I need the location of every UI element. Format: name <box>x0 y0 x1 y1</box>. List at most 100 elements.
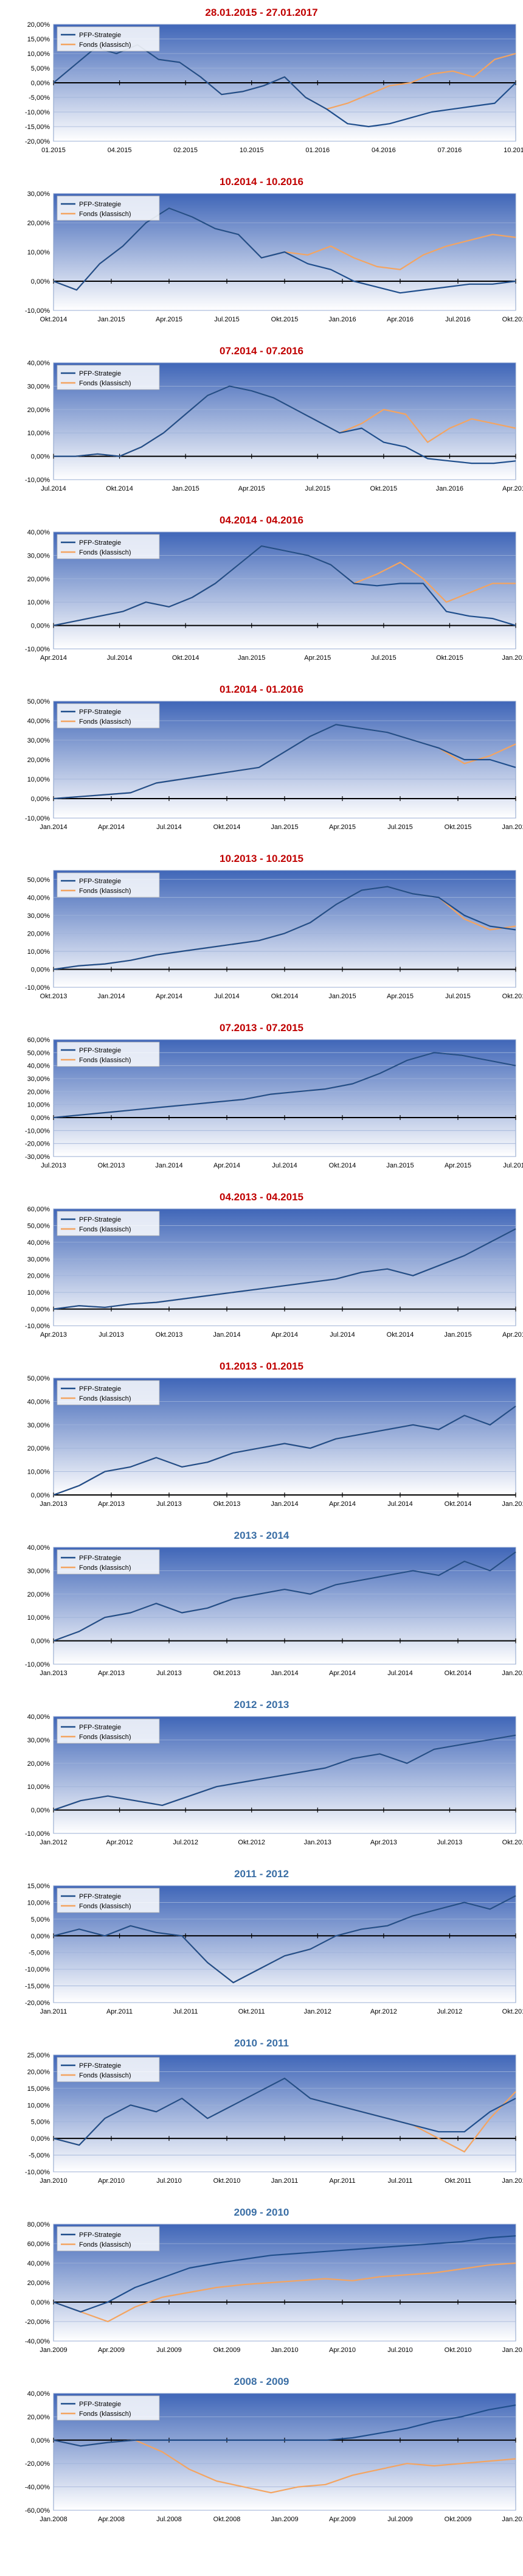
x-tick-label: Jul.2012 <box>173 1839 198 1846</box>
x-tick-label: Jan.2014 <box>213 1331 240 1339</box>
y-tick-label: 10,00% <box>27 1899 50 1906</box>
x-tick-label: Jan.2013 <box>40 1500 67 1508</box>
x-tick-label: Jan.2015 <box>444 1331 471 1339</box>
y-tick-label: 0,00% <box>31 278 50 285</box>
x-tick-label: 01.2015 <box>41 147 66 154</box>
x-tick-label: Okt.2015 <box>370 485 398 492</box>
x-tick-label: Apr.2010 <box>98 2177 125 2185</box>
series-line-strategy <box>53 2077 516 2146</box>
y-tick-label: 10,00% <box>27 1469 50 1476</box>
legend-box <box>57 2395 160 2421</box>
series-line-strategy <box>53 1405 516 1496</box>
legend: PFP-Strategie Fonds (klassisch) <box>57 1211 160 1236</box>
y-tick-label: -10,00% <box>25 1661 50 1668</box>
line-chart: 2010 - 2011 25,00% 20,00% 15,00% 10,00% 5,00%… <box>25 2037 523 2185</box>
y-tick-label: 20,00% <box>27 757 50 764</box>
x-tick-label: Okt.2009 <box>213 2347 241 2354</box>
legend-label: Fonds (klassisch) <box>79 887 131 895</box>
x-tick-label: Jan.2008 <box>40 2516 67 2523</box>
x-tick-label: Apr.2013 <box>370 1839 397 1846</box>
y-tick-label: 20,00% <box>27 1760 50 1768</box>
legend-label: PFP-Strategie <box>79 1047 121 1054</box>
legend-box <box>57 534 160 559</box>
legend-label: PFP-Strategie <box>79 2401 121 2408</box>
chart-panel: 28.01.2015 - 27.01.2017 20,00% 15,00% 10,00… <box>0 2 523 163</box>
x-tick-label: Jan.2015 <box>328 993 356 1000</box>
x-tick-label: Okt.2013 <box>40 993 68 1000</box>
x-tick-label: Jan.2011 <box>271 2177 298 2185</box>
y-tick-label: 40,00% <box>27 1239 50 1247</box>
x-tick-label: Jan.2009 <box>40 2347 67 2354</box>
legend-box <box>57 1549 160 1575</box>
x-tick-label: 07.2016 <box>438 147 462 154</box>
legend-label: PFP-Strategie <box>79 201 121 208</box>
x-tick-label: Okt.2014 <box>445 1500 472 1508</box>
x-tick-label: Apr.2015 <box>156 316 182 323</box>
x-tick-label: Jul.2015 <box>445 993 471 1000</box>
x-tick-label: Jul.2015 <box>387 824 413 831</box>
y-tick-label: -10,00% <box>25 646 50 653</box>
x-tick-label: Jan.2012 <box>502 2177 523 2185</box>
y-tick-label: -5,00% <box>29 1950 50 1957</box>
x-tick-label: Apr.2013 <box>98 1500 125 1508</box>
x-tick-label: Apr.2013 <box>98 1670 125 1677</box>
y-tick-label: 20,00% <box>27 220 50 227</box>
legend: PFP-Strategie Fonds (klassisch) <box>57 1888 160 1913</box>
y-tick-label: 30,00% <box>27 1737 50 1744</box>
x-tick-label: Jan.2014 <box>271 1670 298 1677</box>
x-tick-label: Jan.2012 <box>304 2008 331 2015</box>
x-tick-label: Apr.2012 <box>370 2008 397 2015</box>
x-tick-label: Jan.2016 <box>502 824 523 831</box>
y-tick-label: 10,00% <box>27 776 50 783</box>
y-tick-label: 5,00% <box>31 65 50 72</box>
line-chart: 2008 - 2009 40,00% 20,00% 0,00% -20,00% -40,0… <box>25 2376 523 2523</box>
y-tick-label: 40,00% <box>27 1713 50 1721</box>
chart-panel: 10.2013 - 10.2015 50,00% 40,00% 30,00% 20,00… <box>0 849 523 1009</box>
x-tick-label: Okt.2008 <box>213 2516 241 2523</box>
series-line-strategy <box>53 1052 516 1119</box>
x-tick-label: Apr.2009 <box>329 2516 356 2523</box>
y-tick-label: -20,00% <box>25 138 50 145</box>
chart-title: 04.2014 - 04.2016 <box>220 514 303 526</box>
x-tick-label: Jul.2015 <box>371 654 397 662</box>
legend-label: Fonds (klassisch) <box>79 2072 131 2079</box>
y-tick-label: 0,00% <box>31 453 50 461</box>
y-tick-label: -10,00% <box>25 1830 50 1838</box>
x-tick-label: Okt.2013 <box>213 1670 241 1677</box>
y-tick-label: 0,00% <box>31 1492 50 1499</box>
legend-label: Fonds (klassisch) <box>79 1564 131 1572</box>
y-tick-label: -10,00% <box>25 109 50 116</box>
legend-label: Fonds (klassisch) <box>79 1734 131 1741</box>
y-tick-label: -40,00% <box>25 2338 50 2345</box>
chart-panel: 2008 - 2009 40,00% 20,00% 0,00% -20,00% -40,0… <box>0 2371 523 2532</box>
chart-panel: 07.2014 - 07.2016 40,00% 30,00% 20,00% 10,00… <box>0 341 523 502</box>
x-tick-label: Jul.2011 <box>388 2177 413 2185</box>
x-tick-label: Okt.2012 <box>502 2008 523 2015</box>
x-tick-label: 10.2016 <box>504 147 523 154</box>
legend-label: Fonds (klassisch) <box>79 41 131 49</box>
x-tick-label: 01.2016 <box>305 147 330 154</box>
series-line-strategy <box>53 2235 516 2313</box>
line-chart: 28.01.2015 - 27.01.2017 20,00% 15,00% 10,00… <box>25 7 523 154</box>
x-tick-label: Apr.2014 <box>329 1670 356 1677</box>
chart-title: 01.2013 - 01.2015 <box>220 1360 303 1372</box>
x-tick-label: Okt.2011 <box>238 2008 265 2015</box>
x-tick-label: Okt.2014 <box>213 824 241 831</box>
x-tick-label: Okt.2012 <box>238 1839 265 1846</box>
x-tick-label: Jul.2014 <box>272 1162 297 1169</box>
chart-panel: 04.2013 - 04.2015 60,00% 50,00% 40,00% 30,00… <box>0 1187 523 1348</box>
y-tick-label: -15,00% <box>25 124 50 131</box>
y-tick-label: -5,00% <box>29 2152 50 2160</box>
y-tick-label: 0,00% <box>31 1933 50 1940</box>
x-tick-label: Apr.2014 <box>98 824 125 831</box>
x-tick-label: Jul.2015 <box>305 485 330 492</box>
y-tick-label: 30,00% <box>27 912 50 920</box>
y-tick-label: 20,00% <box>27 930 50 937</box>
x-tick-label: Jul.2013 <box>41 1162 66 1169</box>
x-tick-label: Okt.2010 <box>213 2177 241 2185</box>
x-tick-label: Jan.2015 <box>97 316 125 323</box>
legend-label: PFP-Strategie <box>79 1216 121 1223</box>
chart-panel: 10.2014 - 10.2016 30,00% 20,00% 10,00% 0,00%… <box>0 172 523 332</box>
legend: PFP-Strategie Fonds (klassisch) <box>57 2057 160 2082</box>
x-tick-label: Jan.2015 <box>238 654 265 662</box>
